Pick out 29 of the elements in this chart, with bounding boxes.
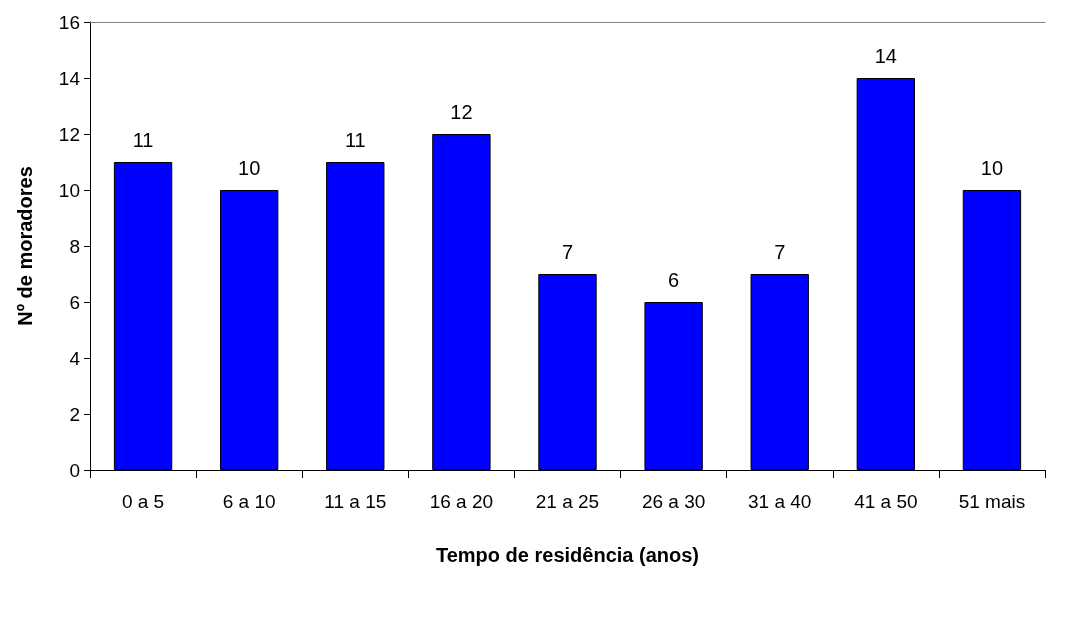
data-label: 14 [874,45,897,67]
y-tick-label: 8 [69,235,80,257]
y-tick-label: 14 [58,67,81,89]
data-label: 11 [132,129,154,151]
x-tick-label: 6 a 10 [222,491,276,512]
data-label: 12 [450,101,473,123]
x-tick-label: 51 mais [958,491,1026,512]
y-tick-label: 10 [58,179,80,201]
y-tick-label: 4 [69,347,81,369]
x-tick-label: 26 a 30 [641,491,706,512]
data-label: 10 [980,157,1004,179]
data-label: 7 [774,241,786,263]
x-tick-label: 41 a 50 [854,491,918,512]
y-tick-label: 16 [58,11,80,33]
x-tick-label: 31 a 40 [748,491,812,512]
y-tick-label: 12 [58,123,80,145]
y-tick-label: 0 [69,459,80,481]
x-tick-label: 0 a 5 [121,491,165,512]
x-tick-label: 16 a 20 [429,491,494,512]
y-axis-title: Nº de moradores [14,166,36,326]
data-label: 6 [668,269,680,291]
data-label: 10 [238,157,261,179]
x-tick-label: 11 a 15 [324,491,387,512]
x-axis-title: Tempo de residência (anos) [435,544,700,566]
data-label: 11 [344,129,366,151]
x-tick-label: 21 a 25 [535,491,600,512]
y-tick-label: 2 [69,403,80,425]
data-label: 7 [561,241,574,263]
y-tick-label: 6 [69,291,80,313]
